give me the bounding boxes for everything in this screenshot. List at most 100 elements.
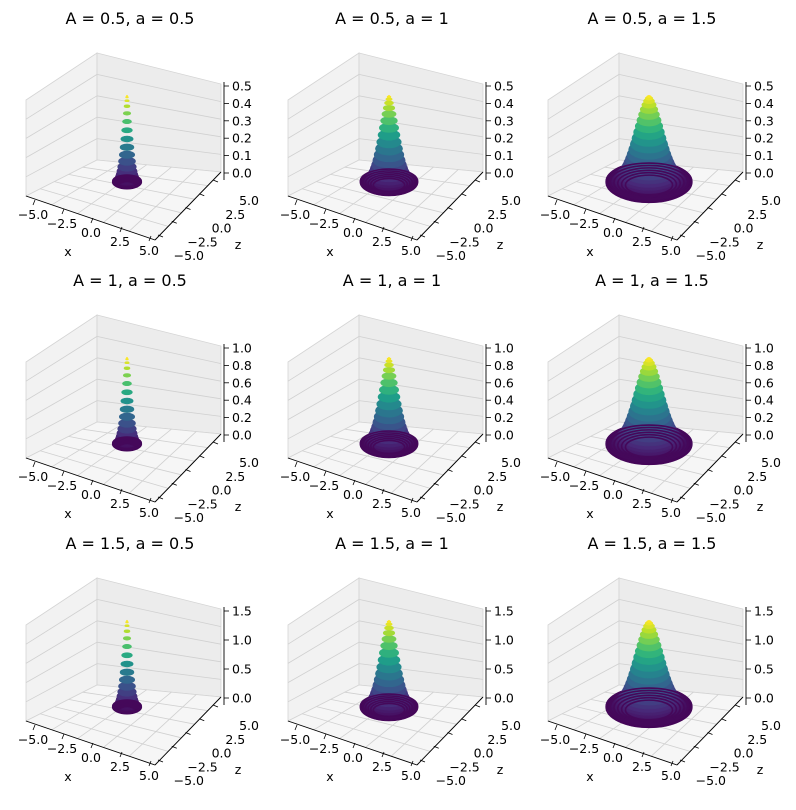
x-tick-label: 5.0 [661, 768, 681, 783]
grid-line [618, 620, 744, 645]
x-axis-label: x [64, 506, 71, 521]
x-tick [323, 733, 327, 740]
surface-band [381, 110, 397, 118]
x-tick [90, 479, 94, 486]
grid-line [25, 620, 98, 664]
grid-line [40, 713, 169, 752]
z-axis-label: z [497, 762, 504, 777]
x-tick-label: 0.0 [81, 225, 101, 240]
y-tick-label: −2.5 [709, 496, 739, 511]
grid-line [547, 116, 620, 158]
x-tick-label: 0.0 [343, 487, 363, 502]
grid-line [650, 431, 719, 494]
surface-band [121, 652, 133, 659]
subplot-1: A = 0.5, a = 0.5−5.0−2.50.02.55.0x5.02.5… [18, 9, 259, 263]
surface-band [648, 356, 650, 360]
y-tick [693, 220, 699, 224]
y-tick-label: −5.0 [436, 773, 466, 788]
z-axis-label: z [235, 499, 242, 514]
z-tick-label: 0.5 [754, 79, 774, 94]
base-contour [616, 169, 682, 198]
pane-back [96, 314, 222, 435]
base-contour [609, 164, 689, 199]
surface-band [124, 624, 130, 628]
surface-band [388, 356, 390, 360]
x-tick-label: −5.0 [280, 732, 310, 747]
grid-line [82, 166, 208, 186]
z-tick-label: 0.0 [232, 691, 252, 706]
z-tick-label: 0.0 [494, 428, 514, 443]
grid-line [547, 620, 620, 664]
grid-line [302, 188, 431, 227]
base-contour [605, 162, 693, 200]
chart-title: A = 1, a = 1 [343, 271, 441, 290]
grid-line [562, 713, 691, 752]
grid-line [547, 74, 620, 120]
grid-line [390, 694, 459, 757]
x-tick [323, 208, 327, 215]
y-tick-label: 2.5 [225, 732, 245, 747]
x-tick [32, 724, 36, 731]
y-tick [433, 482, 439, 486]
base-contour [359, 693, 419, 719]
grid-line [103, 691, 172, 748]
grid-line [54, 706, 182, 739]
z-tick-label: 0.1 [754, 148, 774, 163]
x-tick-label: 0.0 [343, 225, 363, 240]
grid-line [25, 357, 98, 401]
base-contour [359, 168, 419, 194]
x-tick [612, 217, 616, 224]
chart-title: A = 1.5, a = 0.5 [66, 534, 195, 553]
base-contour [359, 430, 419, 456]
y-tick [419, 759, 426, 763]
grid-line [40, 450, 169, 489]
x-tick [352, 742, 356, 749]
y-tick-label: −2.5 [187, 496, 217, 511]
y-tick [721, 455, 727, 459]
z-axis-label: z [235, 237, 242, 252]
z-tick-label: 1.0 [232, 633, 252, 648]
grid-line [128, 694, 197, 757]
y-tick-label: −5.0 [696, 773, 726, 788]
surface-band [385, 622, 393, 627]
x-tick-label: 0.0 [81, 487, 101, 502]
x-tick-label: 2.5 [110, 234, 130, 249]
y-tick [707, 732, 713, 735]
y-tick-label: 5.0 [501, 193, 521, 208]
x-tick [61, 470, 65, 477]
y-tick [447, 207, 453, 210]
subplot-8: A = 1.5, a = 1−5.0−2.50.02.55.0x5.02.50.… [280, 534, 521, 788]
z-axis-label: z [757, 762, 764, 777]
grid-line [96, 95, 222, 120]
base-contour [616, 694, 682, 723]
surface-band [123, 629, 131, 633]
z-tick-label: 0.0 [232, 166, 252, 181]
x-tick-label: 2.5 [372, 759, 392, 774]
y-tick-label: −2.5 [709, 759, 739, 774]
subplot-7: A = 1.5, a = 0.5−5.0−2.50.02.55.0x5.02.5… [18, 534, 259, 788]
grid-line [562, 450, 691, 489]
z-tick-label: 1.0 [754, 633, 774, 648]
y-tick-label: −5.0 [696, 510, 726, 525]
y-tick [693, 482, 699, 486]
y-tick-label: 0.0 [474, 746, 494, 761]
x-axis-line [547, 195, 678, 241]
x-tick-label: −2.5 [569, 216, 599, 231]
z-axis-label: z [235, 762, 242, 777]
surface-band [124, 99, 130, 103]
surface-band [388, 619, 390, 623]
x-tick [381, 751, 385, 758]
base-contour [605, 424, 693, 462]
chart-title: A = 1, a = 1.5 [595, 271, 709, 290]
y-tick [447, 469, 453, 472]
grid-line [96, 641, 222, 663]
x-tick-label: 2.5 [632, 234, 652, 249]
grid-line [54, 181, 182, 214]
surface-band [118, 150, 136, 159]
z-tick-label: 1.5 [232, 604, 252, 619]
surface-band [119, 405, 135, 413]
x-tick-label: 5.0 [401, 768, 421, 783]
grid-line [358, 378, 484, 400]
y-tick-label: 5.0 [239, 455, 259, 470]
